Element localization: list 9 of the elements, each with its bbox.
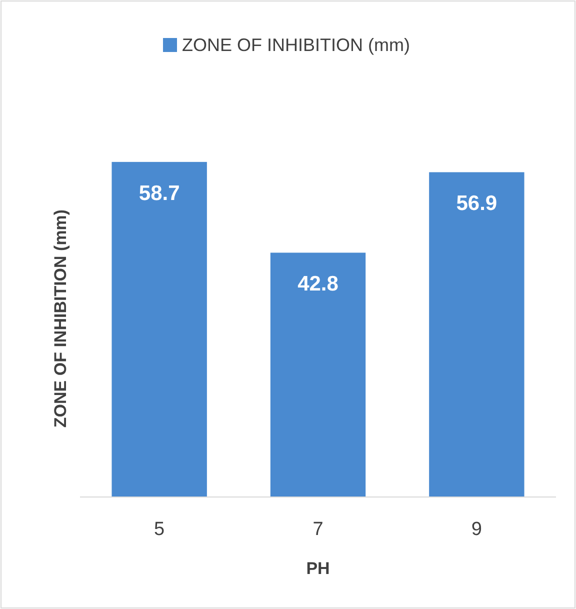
data-label: 56.9 xyxy=(456,192,498,216)
x-tick-label: 9 xyxy=(471,519,482,540)
y-axis-title: ZONE OF INHIBITION (mm) xyxy=(51,209,70,428)
x-axis-title: PH xyxy=(306,559,330,578)
data-label: 42.8 xyxy=(298,272,339,296)
x-tick-label: 5 xyxy=(154,519,165,540)
data-label: 58.7 xyxy=(138,182,180,205)
x-tick-label: 7 xyxy=(312,519,324,540)
legend-label: ZONE OF INHIBITION (mm) xyxy=(182,35,410,55)
